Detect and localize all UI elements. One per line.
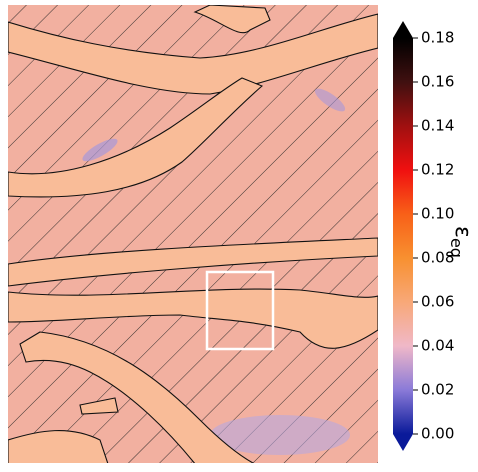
colorbar-tick-label: 0.08 <box>421 249 454 267</box>
colorbar: 0.00 0.02 0.04 0.06 0.08 0.10 0.12 0.14 0.16 0.18 <box>393 21 454 451</box>
colorbar-tick-label: 0.16 <box>421 73 454 91</box>
colorbar-tick-label: 0.04 <box>421 337 454 355</box>
colorbar-extend-min <box>393 434 413 451</box>
colorbar-tick-label: 0.10 <box>421 205 454 223</box>
colorbar-body <box>393 38 413 434</box>
colorbar-extend-max <box>393 21 413 38</box>
colorbar-tick-label: 0.06 <box>421 293 454 311</box>
strain-map <box>8 5 378 463</box>
colorbar-tick-label: 0.00 <box>421 425 454 443</box>
colorbar-tick-label: 0.12 <box>421 161 454 179</box>
colorbar-label: εeq <box>448 226 476 258</box>
colorbar-tick-label: 0.18 <box>421 29 454 47</box>
colorbar-tick-label: 0.02 <box>421 381 454 399</box>
colorbar-tick-label: 0.14 <box>421 117 454 135</box>
colorbar-subscript: eq <box>448 238 467 258</box>
colorbar-symbol: ε <box>450 226 475 238</box>
